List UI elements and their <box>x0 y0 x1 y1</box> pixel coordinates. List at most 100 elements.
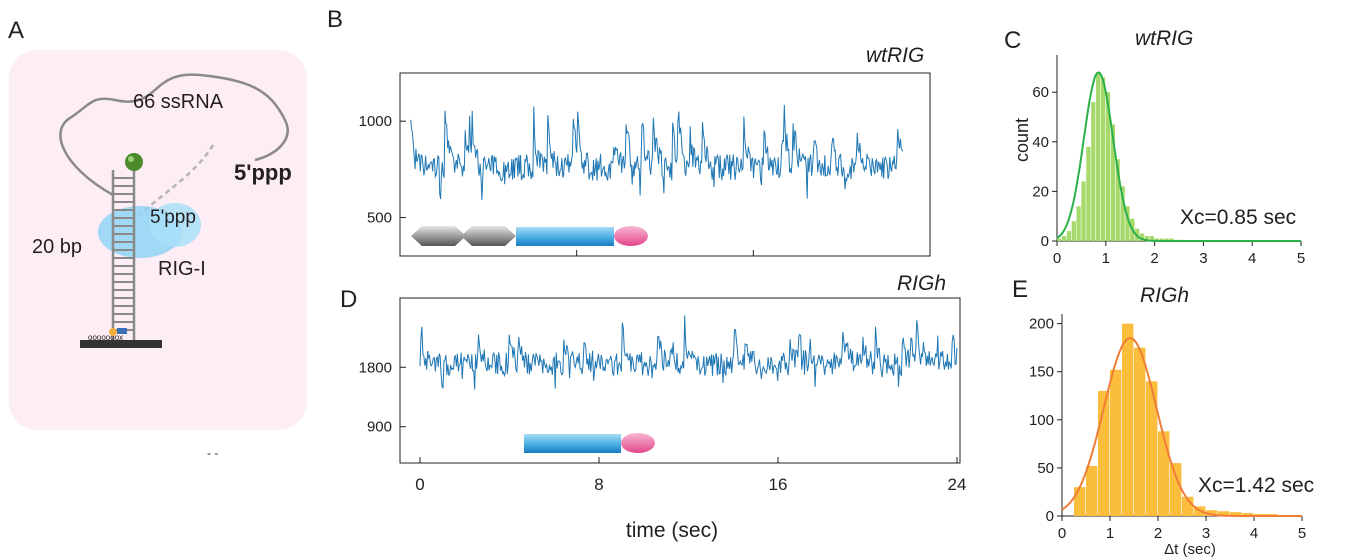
histogram-bar <box>1170 463 1182 516</box>
y-tick-label: 0 <box>1041 233 1049 250</box>
y-tick-label: 100 <box>1029 412 1054 429</box>
panel-d-trace <box>419 315 958 390</box>
histogram-bar <box>1110 369 1122 516</box>
panel-a-letter: A <box>8 17 24 44</box>
ctd-domain <box>621 433 655 453</box>
panel-c-axes: 0 20 40 60 0 1 2 3 4 5 <box>1032 55 1305 267</box>
panel-d-construct <box>524 433 655 453</box>
panel-b-trace <box>410 104 904 200</box>
panel-d-y-axis: 900 1800 <box>359 359 406 436</box>
panel-d-frame <box>399 297 961 464</box>
y-tick-label: 40 <box>1032 134 1049 151</box>
fluorophore-bead <box>125 153 143 171</box>
histogram-bar <box>1091 102 1096 242</box>
card-domain-1 <box>411 226 466 246</box>
panel-b-construct <box>411 226 648 246</box>
histogram-bar <box>1125 206 1130 241</box>
y-tick-label: 900 <box>367 419 392 436</box>
panel-d-x-axis: 0 8 16 24 <box>415 457 966 494</box>
histogram-bar <box>1159 238 1164 241</box>
histogram-bar <box>1110 124 1115 241</box>
histogram-bar <box>1086 146 1091 241</box>
histogram-bar <box>1158 431 1170 516</box>
histogram-bar <box>1242 513 1254 516</box>
panel-c-bars <box>1057 72 1184 242</box>
ppp-label: 5'ppp <box>234 160 292 185</box>
histogram-bar <box>1149 236 1154 241</box>
stray-mark: - - <box>207 446 218 460</box>
histogram-bar <box>1115 159 1120 241</box>
x-tick-label: 3 <box>1199 250 1207 267</box>
ssrna-strand <box>59 73 289 197</box>
y-tick-label: 1000 <box>359 113 392 130</box>
histogram-bar <box>1120 186 1125 241</box>
panel-c-annotation: Xc=0.85 sec <box>1180 206 1296 229</box>
x-tick-label: 2 <box>1154 525 1162 542</box>
x-tick-label: 0 <box>1053 250 1061 267</box>
histogram-bar <box>1144 236 1150 241</box>
bp-label: 20 bp <box>32 236 82 258</box>
ssrna-label: 66 ssRNA <box>133 91 224 113</box>
histogram-bar <box>1169 238 1174 241</box>
panel-c-title: wtRIG <box>1135 27 1193 50</box>
histogram-bar <box>1061 236 1067 241</box>
histogram-bar <box>1105 92 1111 241</box>
y-tick-label: 150 <box>1029 364 1054 381</box>
x-tick-label: 24 <box>948 475 967 494</box>
histogram-bar <box>1057 238 1062 241</box>
histogram-bar <box>1134 347 1146 516</box>
histogram-bar <box>1066 231 1072 241</box>
card-domain-2 <box>461 226 516 246</box>
rig-i-label: RIG-I <box>158 258 206 280</box>
panel-b-frame <box>399 72 931 257</box>
helicase-domain <box>516 227 614 246</box>
panel-c-y-label: count <box>1012 118 1032 162</box>
histogram-bar <box>1154 238 1159 241</box>
x-tick-label: 3 <box>1202 525 1210 542</box>
y-tick-label: 500 <box>367 209 392 226</box>
surface-label: ooooooox <box>88 333 123 342</box>
histogram-bar <box>1139 233 1145 241</box>
rig-i-protein-lobe <box>149 203 201 247</box>
histogram-bar <box>1146 381 1158 516</box>
histogram-bar <box>1076 206 1081 241</box>
ppp-faded-label: 5'ppp <box>150 207 196 228</box>
panel-d-letter: D <box>340 286 357 313</box>
x-tick-label: 2 <box>1150 250 1158 267</box>
dsrna-duplex <box>111 170 136 340</box>
panel-d-title: RIGh <box>897 272 946 295</box>
x-tick-label: 16 <box>769 475 788 494</box>
shared-x-label: time (sec) <box>626 519 718 542</box>
panel-e-x-label: Δt (sec) <box>1164 541 1216 558</box>
x-tick-label: 0 <box>1058 525 1066 542</box>
histogram-bar <box>1218 511 1230 516</box>
x-tick-label: 4 <box>1248 250 1256 267</box>
histogram-bar <box>1081 181 1086 241</box>
x-tick-label: 8 <box>594 475 603 494</box>
helicase-domain <box>524 434 621 453</box>
histogram-bar <box>1164 238 1169 241</box>
histogram-bar <box>1206 510 1218 516</box>
panel-e-letter: E <box>1012 276 1028 303</box>
panel-b-y-axis: 500 1000 <box>359 113 931 256</box>
surface-bar <box>80 340 162 348</box>
y-tick-label: 0 <box>1046 508 1054 525</box>
histogram-bar <box>1086 465 1098 516</box>
panel-e-fit-curve <box>1061 337 1302 517</box>
histogram-bar <box>1098 390 1110 516</box>
histogram-bar <box>1100 77 1106 241</box>
histogram-bar <box>1230 512 1242 516</box>
panel-b-letter: B <box>327 6 343 33</box>
panel-e-bars <box>1074 323 1278 516</box>
biotin-bead <box>109 328 117 336</box>
x-tick-label: 5 <box>1298 525 1306 542</box>
x-tick-label: 0 <box>415 475 424 494</box>
x-tick-label: 1 <box>1106 525 1114 542</box>
x-tick-label: 4 <box>1250 525 1258 542</box>
ctd-domain <box>614 226 648 246</box>
histogram-bar <box>1182 496 1194 516</box>
panel-e-annotation: Xc=1.42 sec <box>1198 474 1314 497</box>
panel-c-fit-curve <box>1056 71 1301 242</box>
y-tick-label: 20 <box>1032 183 1049 200</box>
